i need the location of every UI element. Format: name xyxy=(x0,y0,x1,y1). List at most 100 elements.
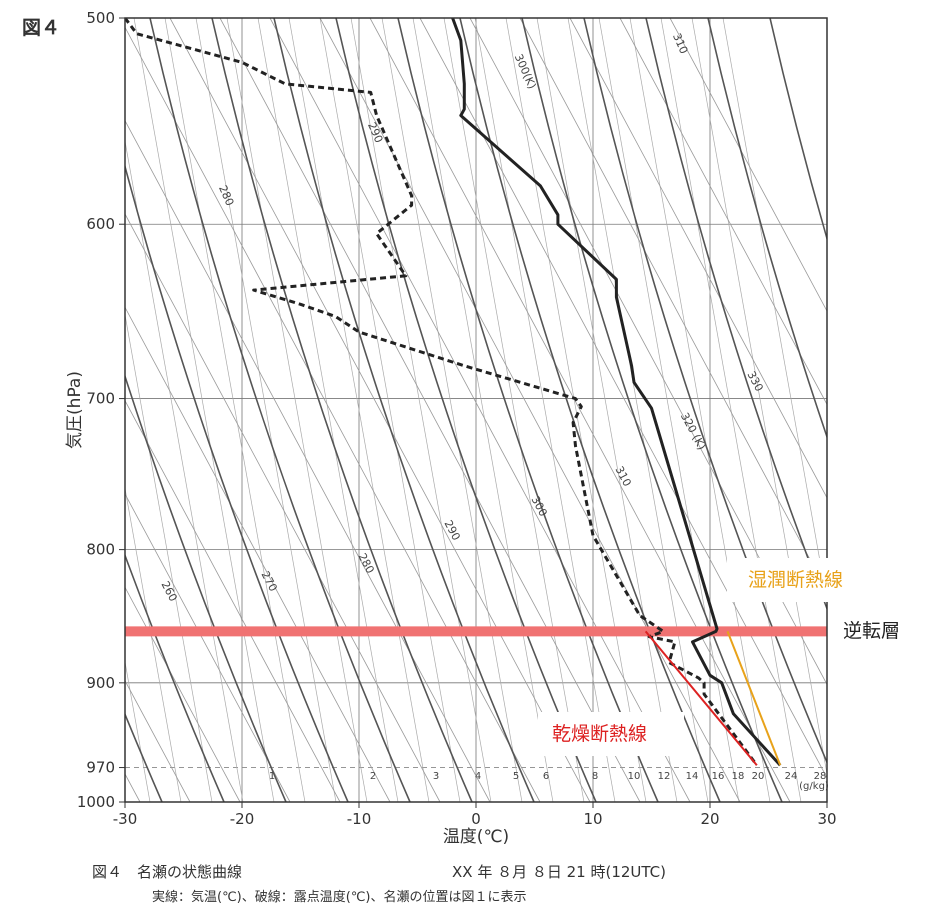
mixing-ratio-label: 16 xyxy=(712,771,725,782)
mixing-ratio-label: 24 xyxy=(785,771,798,782)
mixing-ratio-label: 1 xyxy=(269,771,275,782)
dry-adiabat xyxy=(125,493,291,802)
dry-adiabat xyxy=(519,18,827,592)
dry-adiabat-annotation: 乾燥断熱線 xyxy=(552,723,647,745)
dry-adiabat xyxy=(369,18,791,802)
guide-lines xyxy=(644,630,782,766)
moist-adiabat-label: 310 xyxy=(670,31,690,55)
mixing-ratio-line xyxy=(660,18,802,802)
mixing-ratio-label: 5 xyxy=(513,771,519,782)
moist-adiabat xyxy=(273,18,535,802)
mixing-ratio-line xyxy=(319,18,461,802)
moist-adiabat-label: 290 xyxy=(365,120,385,144)
dry-adiabat xyxy=(469,18,827,686)
mixing-ratio-line xyxy=(443,18,585,802)
mixing-ratio-label: 6 xyxy=(543,771,549,782)
mixing-ratio-line xyxy=(226,18,368,802)
mixing-ratio-label: 3 xyxy=(433,771,439,782)
temperature-line xyxy=(451,18,782,767)
y-tick-label: 1000 xyxy=(77,793,115,811)
y-tick-label: 500 xyxy=(86,9,115,27)
mixing-ratio-line xyxy=(350,18,492,802)
moist-adiabat-label: 280 xyxy=(216,183,236,207)
x-tick-label: -20 xyxy=(230,810,255,828)
dry-adiabat xyxy=(619,18,827,406)
moist-adiabat xyxy=(335,18,597,802)
dry-adiabat xyxy=(125,119,491,802)
moist-adiabat xyxy=(521,18,783,802)
mixing-ratio-line xyxy=(257,18,399,802)
mixing-ratio-line xyxy=(125,139,244,802)
mixing-ratio-line xyxy=(164,18,306,802)
mixing-ratio-line xyxy=(474,18,616,802)
mixing-ratio-line xyxy=(598,18,740,802)
inversion-annotation: 逆転層 xyxy=(843,620,900,642)
dry-adiabat xyxy=(269,18,691,802)
moist-adiabat-annotation: 湿潤断熱線 xyxy=(748,569,843,591)
dry-adiabat xyxy=(569,18,827,499)
mixing-ratio-label: 4 xyxy=(475,771,481,782)
mixing-ratio-label: 18 xyxy=(732,771,745,782)
y-tick-label: 700 xyxy=(86,390,115,408)
y-tick-label: 800 xyxy=(86,541,115,559)
mixing-ratio-label: 20 xyxy=(752,771,765,782)
x-axis-label: 温度(℃) xyxy=(443,827,509,847)
y-tick-label: 970 xyxy=(86,759,115,777)
mixing-ratio-label: 12 xyxy=(658,771,671,782)
axes: -30 -20 -10 0 10 20 30 500 600 700 800 900 970 1000 xyxy=(77,9,837,828)
dry-adiabat xyxy=(219,18,641,802)
x-tick-label: 30 xyxy=(817,810,836,828)
moist-adiabat xyxy=(645,18,827,611)
dry-adiabat xyxy=(125,26,541,802)
dry-adiabat-label: 260 xyxy=(158,579,179,604)
mixing-ratio-label: 2 xyxy=(370,771,376,782)
caption-note: 実線：気温(℃)、破線：露点温度(℃)、名瀬の位置は図１に表示 xyxy=(152,890,527,905)
caption-datetime: XX 年 ８月 ８日 21 時(12UTC) xyxy=(452,863,667,881)
mixing-ratio-line xyxy=(133,18,275,802)
mixing-ratio-label: 10 xyxy=(628,771,641,782)
dry-adiabat xyxy=(125,306,391,802)
figure-label: 図４ xyxy=(22,17,60,39)
y-tick-label: 900 xyxy=(86,674,115,692)
moist-adiabat xyxy=(211,18,473,802)
dry-adiabat xyxy=(125,213,441,802)
mixing-ratio-line xyxy=(722,18,827,603)
moist-adiabat xyxy=(397,18,659,802)
mixing-ratio-line xyxy=(412,18,554,802)
mixing-ratio-line xyxy=(381,18,523,802)
mixing-ratio-label: 14 xyxy=(686,771,699,782)
moist-label-box xyxy=(727,558,873,602)
x-tick-label: 0 xyxy=(471,810,481,828)
x-tick-label: -30 xyxy=(113,810,138,828)
caption-title: 図４ 名瀬の状態曲線 xyxy=(92,863,243,881)
dry-adiabat-guide xyxy=(644,630,758,766)
dry-adiabat-label: 330 xyxy=(744,369,765,394)
moist-adiabat xyxy=(125,163,349,802)
dry-label-box xyxy=(538,712,684,756)
moist-adiabat xyxy=(583,18,827,765)
adiabat-grid xyxy=(0,18,827,802)
sounding-series xyxy=(125,18,827,767)
dry-adiabat xyxy=(0,18,40,802)
y-axis-label: 気圧(hPa) xyxy=(65,371,85,449)
x-tick-label: 10 xyxy=(583,810,602,828)
moist-adiabat-guide xyxy=(726,631,782,766)
mixing-ratio-line xyxy=(125,660,151,802)
mixing-ratio-line xyxy=(125,486,182,802)
y-tick-label: 600 xyxy=(86,215,115,233)
dry-adiabat xyxy=(169,18,591,802)
x-tick-label: -10 xyxy=(347,810,372,828)
mixing-ratio-line xyxy=(288,18,430,802)
dry-adiabat xyxy=(125,399,341,802)
mixing-ratio-line xyxy=(567,18,709,802)
mixing-ratio-line xyxy=(505,18,647,802)
mixing-ratio-line xyxy=(691,18,827,776)
x-tick-label: 20 xyxy=(700,810,719,828)
mixing-ratio-label: 28 xyxy=(814,771,827,782)
mixing-ratio-line xyxy=(629,18,771,802)
dry-adiabat xyxy=(419,18,827,779)
moist-adiabat xyxy=(0,18,100,802)
mixing-ratio-line xyxy=(536,18,678,802)
moist-adiabat xyxy=(707,18,827,440)
